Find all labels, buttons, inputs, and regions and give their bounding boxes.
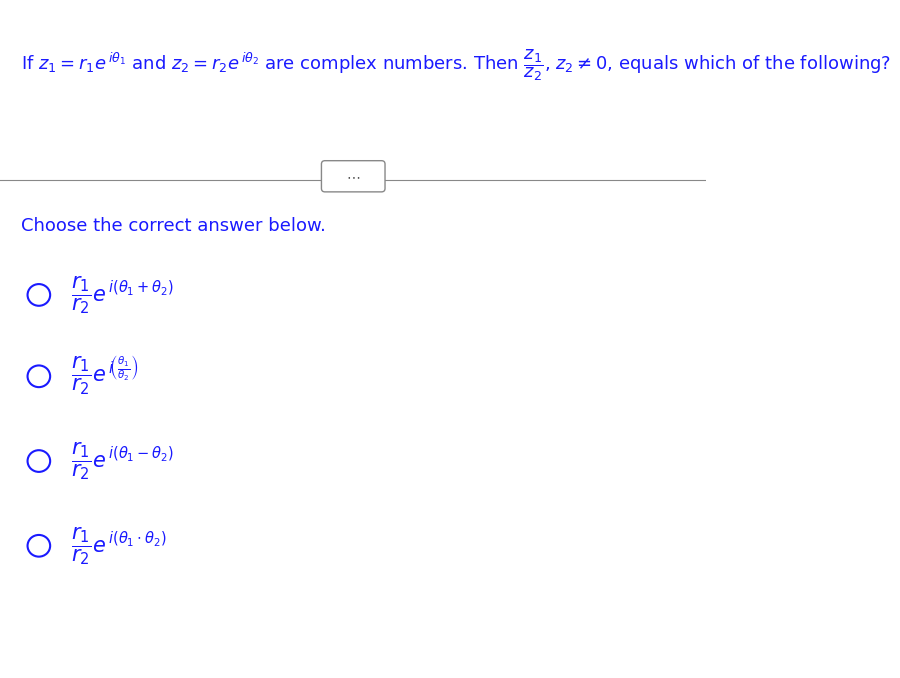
Text: $\dfrac{r_1}{r_2}e^{\,i(\theta_1 \cdot \theta_2)}$: $\dfrac{r_1}{r_2}e^{\,i(\theta_1 \cdot \… — [70, 525, 166, 567]
FancyBboxPatch shape — [321, 161, 385, 192]
Text: If $z_1 = r_1e^{\,i\theta_1}$ and $z_2 = r_2e^{\,i\theta_2}$ are complex numbers: If $z_1 = r_1e^{\,i\theta_1}$ and $z_2 =… — [22, 47, 891, 83]
Text: Choose the correct answer below.: Choose the correct answer below. — [22, 217, 326, 235]
Text: $\dfrac{r_1}{r_2}e^{\,i(\theta_1-\theta_2)}$: $\dfrac{r_1}{r_2}e^{\,i(\theta_1-\theta_… — [70, 440, 174, 482]
Text: $\dfrac{r_1}{r_2}e^{\,i\!\left(\frac{\theta_1}{\theta_2}\right)}$: $\dfrac{r_1}{r_2}e^{\,i\!\left(\frac{\th… — [70, 355, 138, 397]
Text: $\dfrac{r_1}{r_2}e^{\,i(\theta_1+\theta_2)}$: $\dfrac{r_1}{r_2}e^{\,i(\theta_1+\theta_… — [70, 274, 174, 316]
Text: $\cdots$: $\cdots$ — [346, 170, 360, 183]
